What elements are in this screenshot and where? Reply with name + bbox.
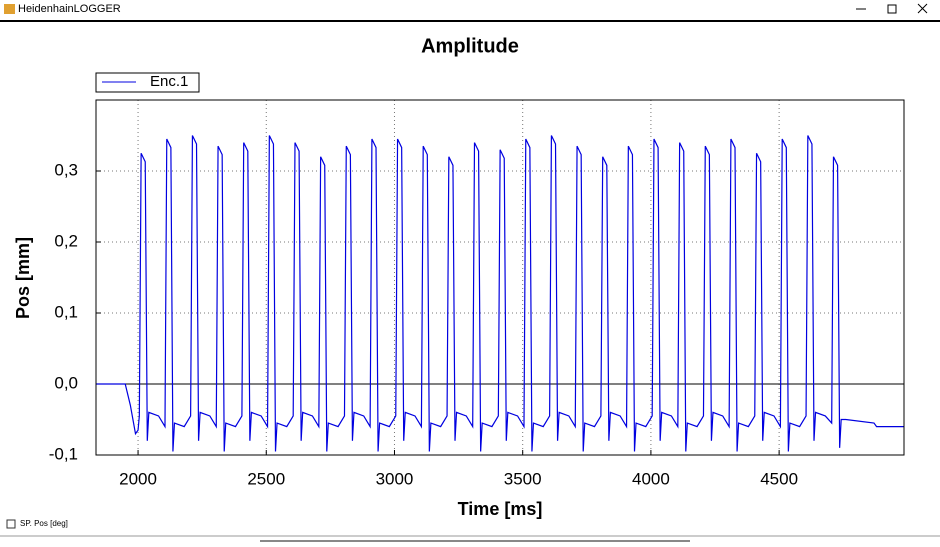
x-tick-label: 4000 xyxy=(632,469,670,488)
legend-box xyxy=(95,72,200,93)
data-line xyxy=(96,135,904,452)
y-tick-label: 0,0 xyxy=(54,373,78,392)
close-button[interactable] xyxy=(917,3,928,14)
x-tick-label: 3500 xyxy=(504,469,542,488)
y-tick-label: 0,2 xyxy=(54,231,78,250)
x-tick-label: 3000 xyxy=(376,469,414,488)
x-tick-label: 4500 xyxy=(760,469,798,488)
window-title: HeidenhainLOGGER xyxy=(18,3,121,15)
y-tick-label: 0,1 xyxy=(54,302,78,321)
y-tick-label: -0,1 xyxy=(49,444,78,463)
checkbox[interactable] xyxy=(6,519,16,529)
maximize-button[interactable] xyxy=(887,4,897,14)
x-tick-label: 2500 xyxy=(247,469,285,488)
chart-title: Amplitude xyxy=(421,35,519,57)
x-tick-label: 2000 xyxy=(119,469,157,488)
legend-label: Enc.1 xyxy=(150,73,188,90)
plot-border xyxy=(95,99,905,456)
x-axis-label: Time [ms] xyxy=(458,499,543,519)
y-tick-label: 0,3 xyxy=(54,160,78,179)
checkbox-label: SP. Pos [deg] xyxy=(20,519,68,528)
app-icon xyxy=(4,4,15,14)
y-axis-label: Pos [mm] xyxy=(13,237,33,319)
